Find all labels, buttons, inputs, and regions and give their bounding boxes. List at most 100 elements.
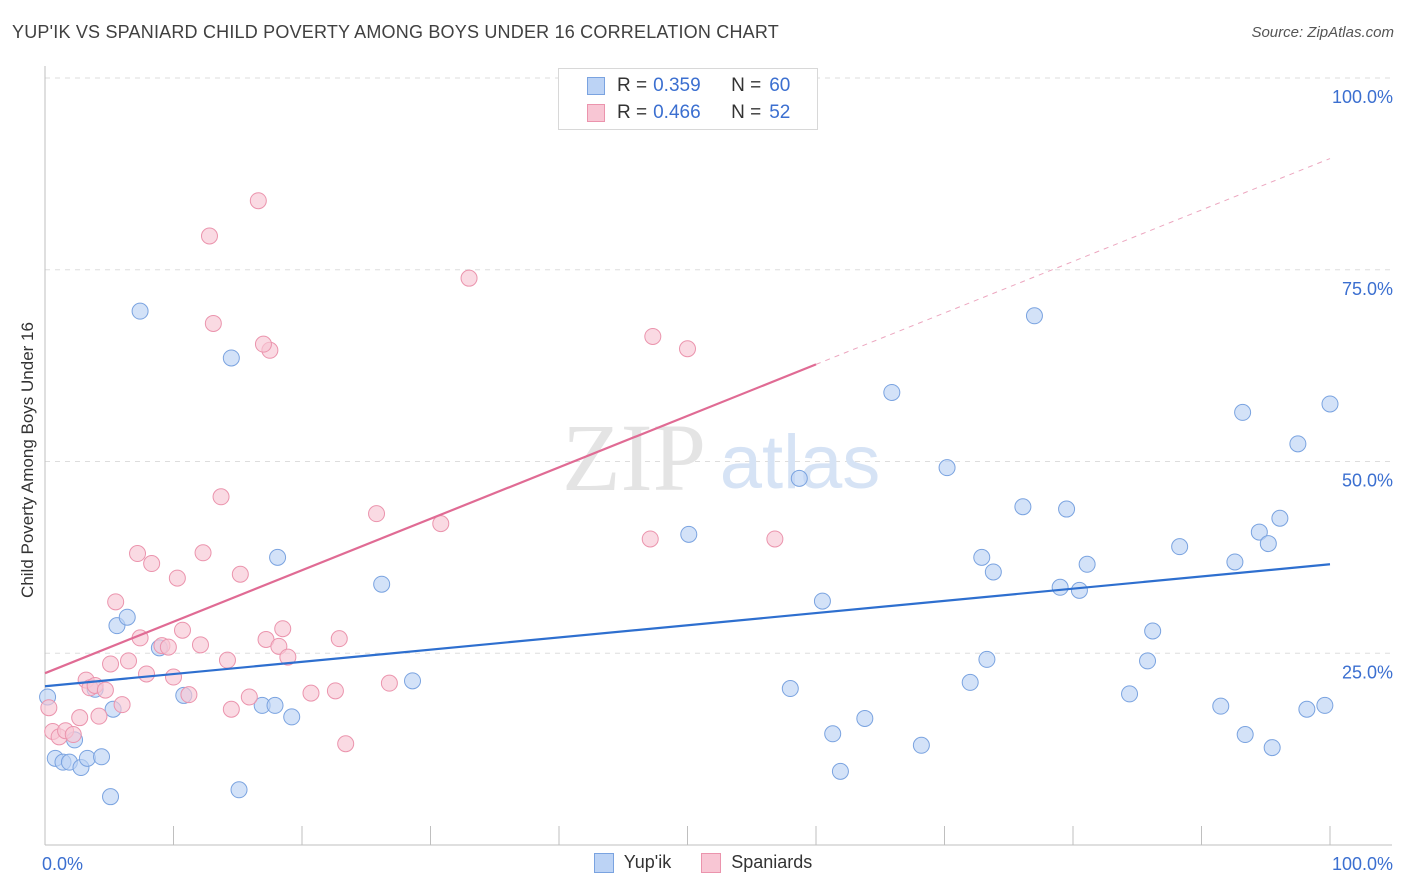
yupik-point bbox=[1058, 500, 1076, 518]
grid-lines bbox=[45, 77, 1390, 654]
yupik-point bbox=[266, 696, 284, 714]
spaniards-point bbox=[330, 630, 348, 648]
legend-swatch-pink bbox=[701, 852, 722, 873]
yupik-point bbox=[680, 525, 698, 543]
legend-n-label: N = bbox=[731, 102, 762, 123]
yupik-point bbox=[1236, 726, 1254, 744]
legend-swatch-blue bbox=[587, 77, 605, 95]
spaniards-point bbox=[240, 688, 258, 706]
spaniards-point bbox=[337, 735, 355, 753]
legend-label-spaniards: Spaniards bbox=[731, 852, 813, 872]
trend-lines bbox=[44, 158, 1331, 688]
spaniards-point bbox=[254, 335, 272, 353]
yupik-point bbox=[1014, 498, 1032, 516]
spaniards-point bbox=[113, 696, 131, 714]
yupik-point bbox=[790, 469, 808, 487]
yupik-point bbox=[1250, 523, 1268, 541]
legend-row-yupik: R = 0.359 N = 60 bbox=[587, 74, 790, 98]
x-tick-label: 0.0% bbox=[42, 854, 83, 874]
spaniards-point bbox=[96, 681, 114, 699]
yupik-point bbox=[1316, 696, 1334, 714]
series-yupik-points bbox=[39, 302, 1339, 806]
chart-title: YUP'IK VS SPANIARD CHILD POVERTY AMONG B… bbox=[12, 22, 779, 42]
yupik-point bbox=[831, 762, 849, 780]
yupik-point bbox=[404, 672, 422, 690]
spaniards-point bbox=[204, 314, 222, 332]
spaniards-point bbox=[460, 269, 478, 287]
watermark: ZIP atlas bbox=[562, 404, 880, 511]
yupik-point bbox=[824, 725, 842, 743]
legend-n-label: N = bbox=[731, 75, 762, 96]
spaniards-point bbox=[222, 700, 240, 718]
y-tick-label: 25.0% bbox=[1342, 662, 1393, 682]
yupik-point bbox=[1263, 739, 1281, 757]
spaniards-point bbox=[107, 593, 125, 611]
yupik-point bbox=[1078, 555, 1096, 573]
x-tick-label: 100.0% bbox=[1332, 854, 1393, 874]
yupik-point bbox=[1259, 535, 1277, 553]
y-tick-label: 100.0% bbox=[1332, 87, 1393, 107]
yupik-point bbox=[1321, 395, 1339, 413]
yupik-point bbox=[856, 709, 874, 727]
legend-r-value: 0.466 bbox=[653, 102, 701, 123]
yupik-point bbox=[1298, 700, 1316, 718]
yupik-point bbox=[1139, 652, 1157, 670]
spaniards-point bbox=[766, 530, 784, 548]
spaniards-point bbox=[159, 638, 177, 656]
legend-row-spaniards: R = 0.466 N = 52 bbox=[587, 101, 790, 125]
yupik-point bbox=[883, 383, 901, 401]
legend-swatch-blue bbox=[593, 852, 614, 873]
yupik-point bbox=[230, 781, 248, 799]
yupik-point bbox=[283, 708, 301, 726]
y-tick-label: 50.0% bbox=[1342, 471, 1393, 491]
spaniards-point bbox=[368, 505, 386, 523]
series-legend: Yup'ik Spaniards bbox=[0, 852, 1406, 873]
spaniards-point bbox=[173, 621, 191, 639]
legend-r-label: R = bbox=[617, 102, 648, 123]
source-label: Source: ZipAtlas.com bbox=[1251, 24, 1394, 41]
yupik-point bbox=[973, 548, 991, 566]
spaniards-point bbox=[40, 699, 58, 717]
yupik-point bbox=[978, 650, 996, 668]
trend-line-yupik bbox=[44, 563, 1331, 688]
spaniards-point bbox=[249, 192, 267, 210]
legend-item-yupik: Yup'ik bbox=[593, 852, 672, 873]
spaniards-point bbox=[64, 726, 82, 744]
spaniards-point bbox=[218, 651, 236, 669]
yupik-point bbox=[1234, 403, 1252, 421]
trend-line-spaniards-extension bbox=[815, 158, 1331, 365]
legend-swatch-pink bbox=[587, 104, 605, 122]
spaniards-point bbox=[129, 545, 147, 563]
legend-n-value: 60 bbox=[769, 75, 791, 96]
tick-labels: 25.0% 50.0% 75.0% 100.0% 0.0% 100.0% bbox=[42, 87, 1393, 874]
yupik-point bbox=[118, 608, 136, 626]
legend-r-label: R = bbox=[617, 75, 648, 96]
yupik-point bbox=[1226, 553, 1244, 571]
spaniards-point bbox=[326, 682, 344, 700]
yupik-point bbox=[373, 575, 391, 593]
yupik-point bbox=[1070, 581, 1088, 599]
legend-label-yupik: Yup'ik bbox=[623, 852, 672, 872]
yupik-point bbox=[984, 563, 1002, 581]
spaniards-point bbox=[274, 620, 292, 638]
axes bbox=[44, 66, 1392, 846]
yupik-point bbox=[961, 673, 979, 691]
series-spaniards-points bbox=[40, 192, 784, 753]
yupik-point bbox=[93, 748, 111, 766]
spaniards-point bbox=[143, 555, 161, 573]
yupik-point bbox=[1144, 622, 1162, 640]
yupik-point bbox=[1025, 307, 1043, 325]
yupik-point bbox=[1051, 578, 1069, 596]
yupik-point bbox=[781, 680, 799, 698]
yupik-point bbox=[1121, 685, 1139, 703]
spaniards-point bbox=[212, 488, 230, 506]
yupik-point bbox=[102, 788, 120, 806]
spaniards-point bbox=[679, 340, 696, 358]
yupik-point bbox=[131, 302, 149, 320]
spaniards-point bbox=[641, 530, 659, 548]
spaniards-point bbox=[380, 674, 398, 692]
legend-n-value: 52 bbox=[769, 102, 791, 123]
spaniards-point bbox=[138, 665, 156, 683]
yupik-point bbox=[1212, 697, 1230, 715]
